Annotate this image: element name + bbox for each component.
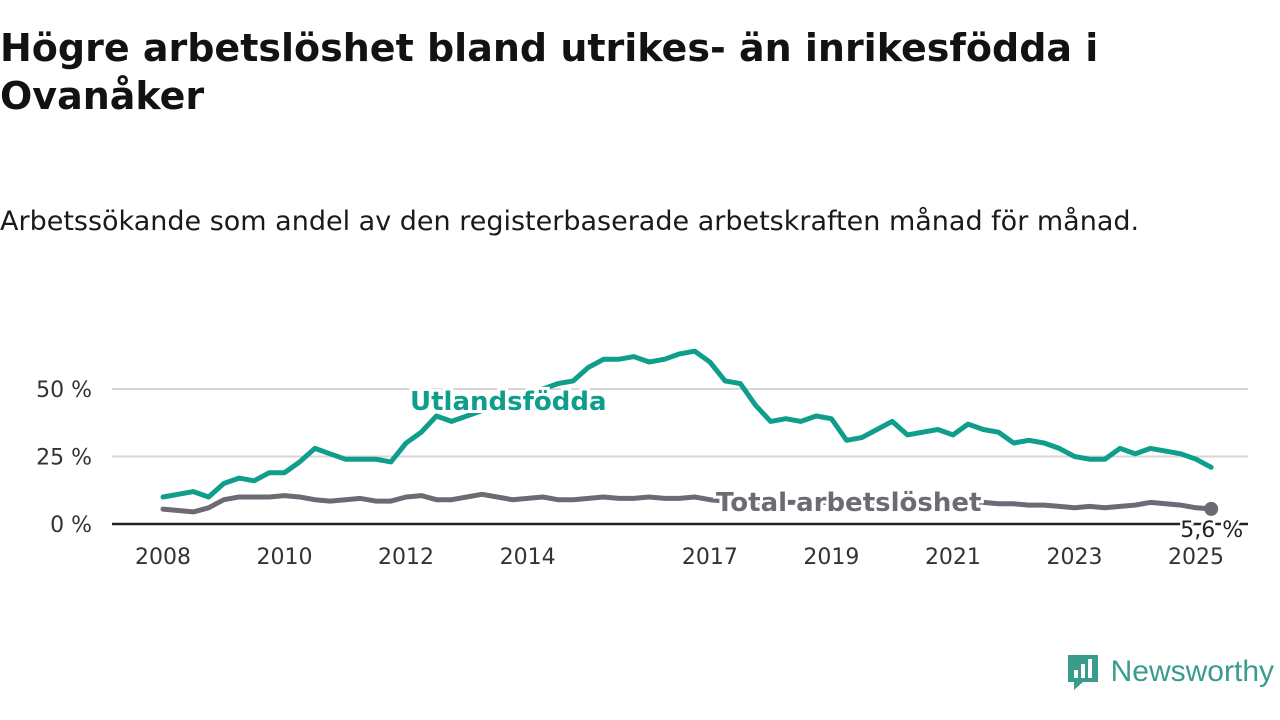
series-lines (160, 348, 1219, 516)
x-tick-label: 2025 (1168, 545, 1224, 570)
x-tick-label: 2023 (1046, 545, 1102, 570)
x-tick-label: 2021 (925, 545, 981, 570)
series-label-total: Total arbetslöshet (716, 488, 981, 518)
series-labels: Utlandsfödda Total arbetslöshet 5,6 % (407, 384, 1246, 546)
newsworthy-logo-icon (1067, 655, 1098, 690)
y-tick-label: 0 % (50, 513, 92, 538)
chart-title: Högre arbetslöshet bland utrikes- än inr… (0, 26, 1099, 118)
x-tick-label: 2010 (257, 545, 313, 570)
x-tick-label: 2014 (500, 545, 556, 570)
x-tick-label: 2012 (378, 545, 434, 570)
brand-name: Newsworthy (1110, 655, 1274, 688)
chart-subtitle: Arbetssökande som andel av den registerb… (0, 206, 1140, 237)
series-line-1 (160, 491, 1214, 515)
x-tick-label: 2008 (135, 545, 191, 570)
x-axis-ticks: 2008 2010 2012 2014 2017 2019 2021 2023 2025 (135, 545, 1224, 570)
series-line-0 (160, 348, 1214, 500)
y-tick-label: 50 % (36, 378, 92, 403)
y-tick-label: 25 % (36, 446, 92, 471)
x-tick-label: 2017 (682, 545, 738, 570)
series-label-utlandsfodda: Utlandsfödda (410, 387, 607, 417)
y-axis-ticks: 0 % 25 % 50 % (36, 378, 92, 538)
x-tick-label: 2019 (803, 545, 859, 570)
brand-logo: Newsworthy (1065, 652, 1274, 692)
series-end-point (1204, 501, 1219, 516)
gridlines (112, 388, 1248, 526)
end-value-label: 5,6 % (1180, 518, 1243, 543)
line-chart: 0 % 25 % 50 % 2008 2010 2012 2014 2017 2019 2021… (36, 348, 1248, 570)
